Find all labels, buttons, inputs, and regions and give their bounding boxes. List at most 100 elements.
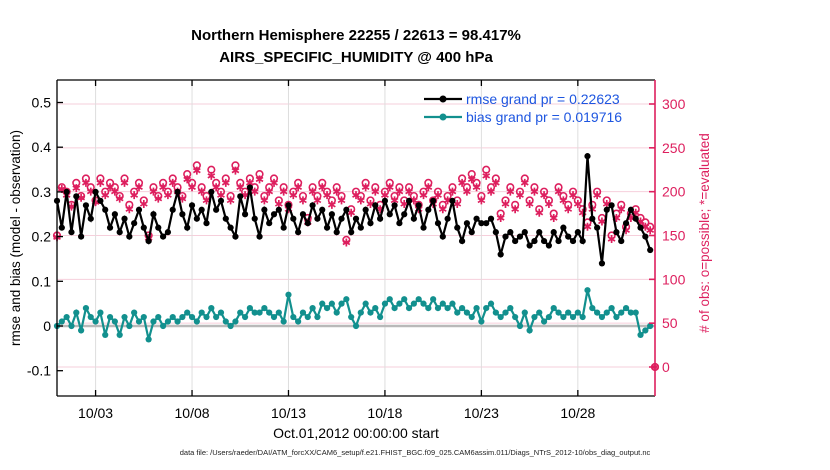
right-tick-label: 0	[662, 359, 670, 375]
series-point	[579, 313, 586, 321]
series-point	[487, 300, 495, 307]
series-point	[270, 313, 278, 321]
series-point	[439, 300, 446, 307]
series-point	[458, 305, 466, 312]
series-point	[468, 313, 475, 321]
evaluated-asterisk-marker	[569, 191, 577, 200]
series-point	[401, 296, 408, 303]
axes-box	[56, 79, 656, 397]
series-point	[434, 305, 442, 312]
series-point	[415, 202, 422, 209]
series-point	[545, 313, 553, 321]
series-point	[589, 215, 596, 222]
evaluated-asterisk-marker	[115, 194, 124, 203]
series-point	[372, 305, 379, 312]
series-point	[155, 224, 162, 231]
series-point	[319, 300, 326, 307]
series-point	[594, 309, 601, 316]
left-tick-label: 0.2	[32, 229, 52, 245]
series-point	[536, 309, 543, 316]
evaluated-asterisk-marker	[607, 235, 616, 244]
series-point	[266, 220, 273, 227]
evaluated-asterisk-marker	[525, 199, 534, 208]
series-point	[492, 229, 499, 236]
series-point	[222, 215, 229, 222]
evaluated-asterisk-marker	[371, 187, 380, 196]
series-point	[179, 313, 186, 321]
series-point	[92, 318, 99, 325]
series-point	[521, 309, 528, 316]
evaluated-asterisk-marker	[226, 196, 235, 205]
series-point	[169, 313, 176, 321]
series-point	[565, 309, 572, 316]
series-point	[290, 313, 297, 321]
left-tick-label: 0.3	[32, 184, 52, 200]
series-point	[164, 229, 172, 236]
series-point	[473, 305, 480, 312]
series-point	[179, 211, 186, 218]
series-point	[357, 224, 364, 231]
evaluated-asterisk-marker	[101, 191, 110, 200]
evaluated-asterisk-marker	[207, 171, 216, 180]
evaluated-asterisk-marker	[274, 199, 283, 208]
series-point	[405, 305, 413, 312]
series-point	[444, 305, 451, 312]
series-point	[487, 215, 495, 222]
series-point	[420, 224, 427, 231]
evaluated-asterisk-marker	[188, 183, 196, 192]
series-point	[299, 211, 307, 218]
plot-title-line2: AIRS_SPECIFIC_HUMIDITY @ 400 hPa	[219, 49, 493, 66]
series-point	[213, 206, 220, 213]
series-point	[256, 233, 263, 240]
series-point	[531, 237, 538, 245]
right-tick-label: 150	[662, 228, 686, 244]
series-point	[463, 220, 471, 227]
series-point	[251, 215, 258, 222]
series-point	[102, 331, 109, 339]
evaluated-asterisk-marker	[323, 191, 331, 200]
series-point	[290, 215, 297, 222]
series-point	[521, 229, 528, 236]
series-point	[73, 193, 80, 200]
right-tick-label: 100	[662, 271, 686, 287]
series-point	[463, 309, 471, 316]
series-point	[405, 197, 413, 204]
series-point	[58, 318, 65, 325]
x-tick-label: 10/23	[464, 405, 499, 421]
evaluated-asterisk-marker	[260, 196, 269, 205]
series-point	[454, 309, 461, 316]
series-point	[449, 300, 456, 307]
series-point	[410, 300, 417, 307]
series-point	[343, 296, 350, 303]
series-point	[135, 206, 143, 213]
evaluated-asterisk-marker	[463, 187, 471, 196]
series-point	[540, 237, 548, 245]
x-tick-label: 10/18	[367, 405, 402, 421]
evaluated-asterisk-marker	[487, 187, 495, 196]
left-tick-label: 0	[43, 318, 51, 334]
evaluated-asterisk-marker	[139, 199, 148, 208]
series-point	[299, 309, 307, 316]
series-point	[241, 313, 249, 321]
plot-title-line1: Northern Hemisphere 22255 / 22613 = 98.4…	[191, 27, 521, 44]
x-tick-label: 10/08	[175, 405, 210, 421]
series-point	[203, 220, 210, 227]
series-point	[314, 313, 321, 321]
evaluated-asterisk-marker	[154, 194, 163, 203]
series-point	[618, 237, 625, 245]
evaluated-asterisk-marker	[511, 205, 520, 214]
series-point	[594, 224, 601, 231]
series-point	[603, 206, 610, 213]
series-point	[246, 184, 254, 191]
series-point	[106, 224, 114, 231]
series-point	[637, 331, 644, 339]
series-point	[304, 220, 311, 227]
series-point	[386, 296, 393, 303]
series-point	[584, 153, 591, 160]
series-point	[420, 300, 427, 307]
series-point	[512, 237, 519, 245]
series-point	[169, 206, 176, 213]
series-point	[381, 197, 389, 204]
evaluated-asterisk-marker	[120, 178, 129, 187]
x-axis-label: Oct.01,2012 00:00:00 start	[273, 425, 439, 441]
